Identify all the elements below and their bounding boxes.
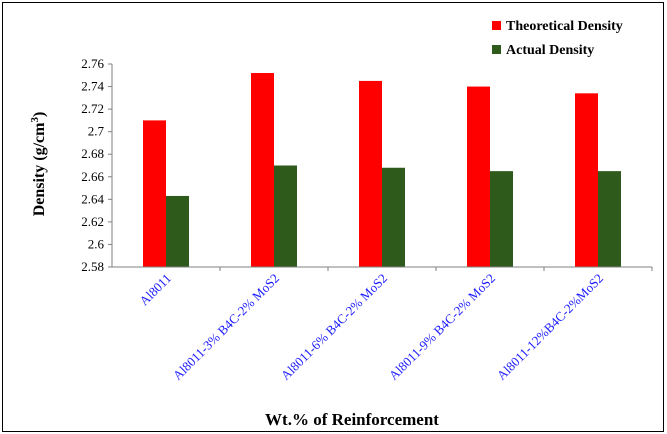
x-tick-label: Al8011-3% B4C-2% MoS2 <box>170 271 282 383</box>
y-axis-title-sup: 3 <box>29 117 41 123</box>
bar-theoretical-density <box>575 93 598 267</box>
x-tick-label: Al8011-12%B4C-2%MoS2 <box>494 271 606 383</box>
y-axis-title-main: Density (g/cm <box>31 122 48 216</box>
legend-swatch-theoretical <box>492 21 501 30</box>
y-tick-label: 2.62 <box>81 214 104 229</box>
bar-theoretical-density <box>251 73 274 268</box>
x-tick-label: Al8011-9% B4C-2% MoS2 <box>386 271 498 383</box>
bar-theoretical-density <box>467 86 490 267</box>
x-tick-label: Al8011 <box>136 271 174 309</box>
axes-group <box>111 64 652 268</box>
bar-actual-density <box>166 195 189 267</box>
bar-theoretical-density <box>359 80 382 268</box>
bar-actual-density <box>274 165 297 267</box>
y-axis-title-close: ) <box>31 112 48 117</box>
bar-theoretical-density <box>143 120 166 267</box>
y-tick-label: 2.72 <box>81 101 104 116</box>
bar-actual-density <box>382 167 405 267</box>
y-tick-label: 2.64 <box>81 191 104 206</box>
y-tick-label: 2.6 <box>88 236 105 251</box>
y-tick-label: 2.66 <box>81 169 104 184</box>
y-ticks-group: 2.58 2.6 2.62 2.64 2.66 2.68 2.7 2.72 2.74 2.76 <box>81 56 112 274</box>
legend-swatch-actual <box>492 45 501 54</box>
y-axis-title: Density (g/cm3) <box>29 112 48 217</box>
legend-label-theoretical: Theoretical Density <box>506 19 623 34</box>
y-tick-label: 2.74 <box>81 79 104 94</box>
bars-group <box>143 73 621 268</box>
y-tick-label: 2.68 <box>81 146 104 161</box>
y-tick-label: 2.58 <box>81 259 104 274</box>
legend: Theoretical Density Actual Density <box>492 19 623 58</box>
bar-actual-density <box>490 171 513 267</box>
y-tick-label: 2.7 <box>88 124 105 139</box>
y-tick-label: 2.76 <box>81 56 104 71</box>
x-tick-label: Al8011-6% B4C-2% MoS2 <box>278 271 390 383</box>
legend-label-actual: Actual Density <box>506 43 594 58</box>
x-axis-title: Wt.% of Reinforcement <box>265 410 439 429</box>
bar-actual-density <box>598 171 621 267</box>
